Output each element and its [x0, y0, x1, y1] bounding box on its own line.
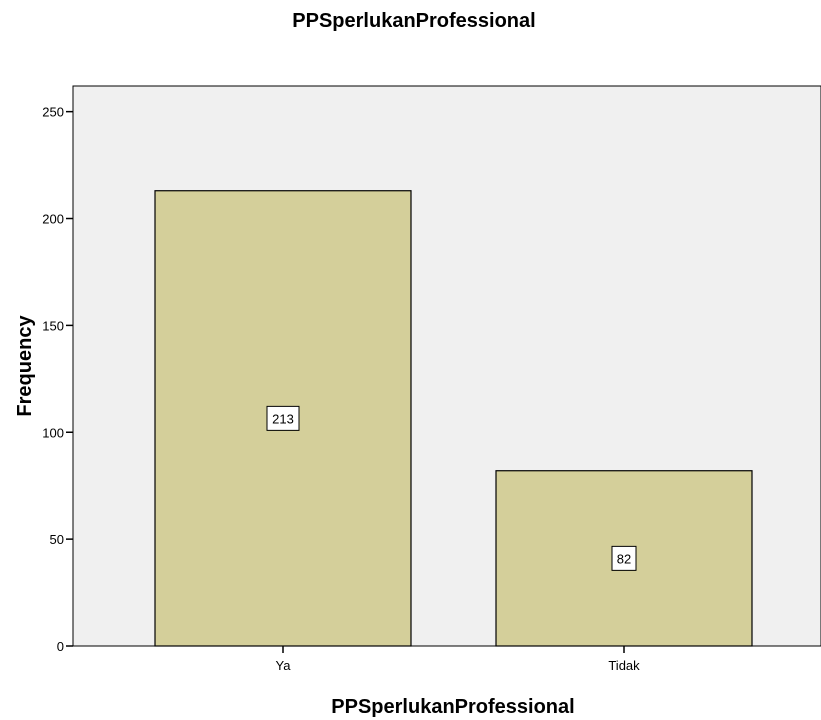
y-axis: 0 50 100 150 200 250 — [42, 105, 73, 654]
y-tick-label: 100 — [42, 425, 64, 440]
y-tick-label: 200 — [42, 212, 64, 227]
data-label: 82 — [617, 551, 631, 566]
x-tick-label: Tidak — [608, 658, 640, 673]
y-tick-label: 0 — [57, 639, 64, 654]
y-tick-label: 250 — [42, 105, 64, 120]
chart-title: PPSperlukanProfessional — [292, 10, 535, 32]
data-label: 213 — [272, 411, 294, 426]
x-axis: Ya Tidak — [276, 646, 640, 673]
data-label-box — [266, 405, 300, 431]
bars-group: 213 82 — [154, 190, 753, 647]
y-tick-label: 150 — [42, 318, 64, 333]
x-axis-label: PPSperlukanProfessional — [331, 696, 574, 718]
y-axis-label: Frequency — [14, 315, 36, 417]
x-tick-label: Ya — [276, 658, 292, 673]
data-label-box — [611, 545, 637, 571]
y-tick-label: 50 — [50, 532, 64, 547]
